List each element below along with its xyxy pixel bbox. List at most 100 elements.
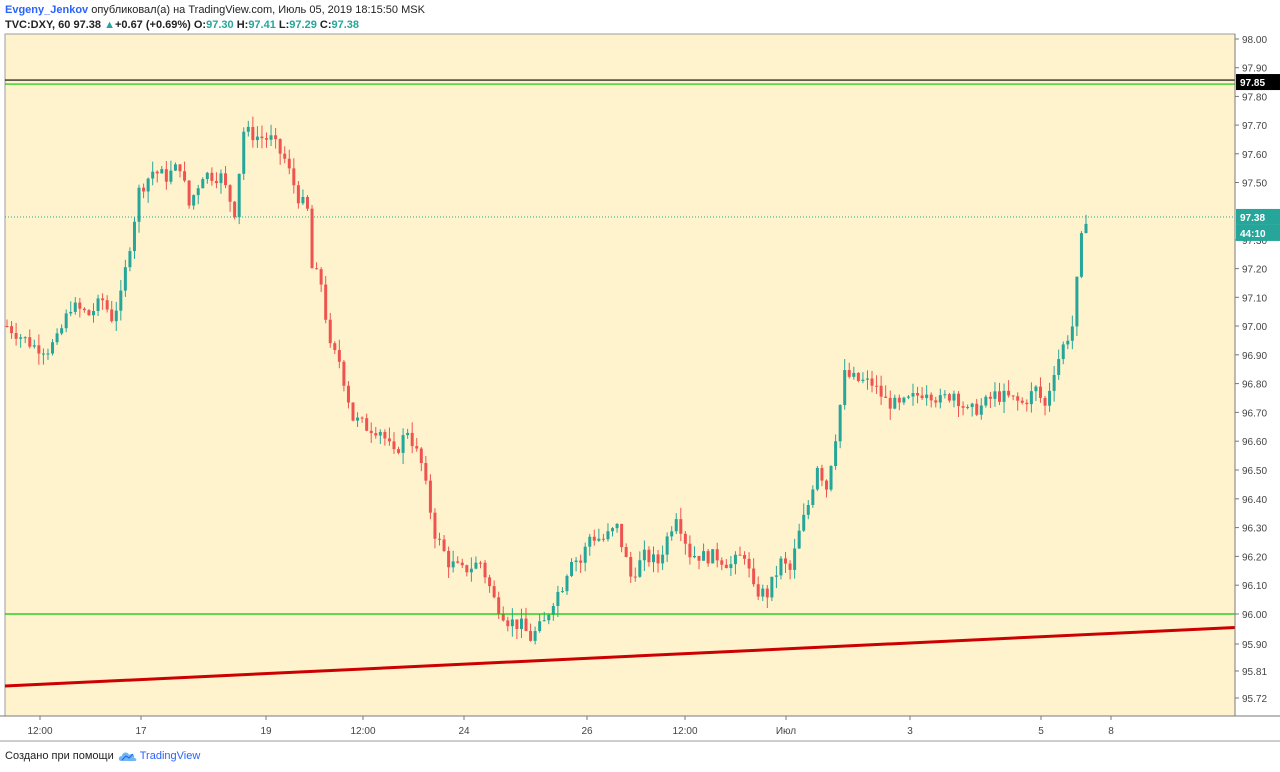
author-link[interactable]: Evgeny_Jenkov — [5, 4, 89, 16]
candle-body — [975, 403, 979, 415]
candle-body — [711, 549, 715, 564]
candle-body — [756, 584, 760, 597]
candle-body — [702, 551, 706, 561]
candle-body — [28, 337, 32, 347]
candle-body — [979, 405, 983, 415]
tradingview-logo[interactable]: TradingView — [118, 750, 200, 762]
candle-body — [328, 319, 332, 344]
candle-body — [724, 564, 728, 569]
candle-body — [460, 562, 464, 566]
candle-body — [861, 379, 865, 381]
candle-body — [433, 512, 437, 539]
candle-body — [114, 310, 118, 322]
price-tick-label: 97.20 — [1242, 265, 1267, 276]
candle-body — [237, 173, 241, 218]
candle-body — [811, 489, 815, 506]
candle-body — [565, 575, 569, 592]
candle-body — [410, 432, 414, 447]
candle-body — [633, 576, 637, 578]
plot-area[interactable] — [4, 33, 1236, 717]
candle-body — [651, 554, 655, 563]
price-tick-label: 96.70 — [1242, 408, 1267, 419]
candle-body — [679, 519, 683, 534]
candle-body — [210, 172, 214, 181]
candle-body — [337, 350, 341, 362]
resistance-price-label-bg — [1236, 74, 1280, 91]
time-axis[interactable]: 12:00 17 19 12:00 24 26 12:00 Июл 3 5 8 — [27, 716, 1114, 737]
candle-body — [897, 397, 901, 403]
candle-body — [733, 554, 737, 565]
candles-layer — [5, 116, 1088, 645]
open-label: O: — [193, 19, 207, 31]
candle-body — [201, 179, 205, 189]
candle-body — [1070, 326, 1074, 341]
candle-body — [706, 551, 710, 564]
candle-body — [993, 391, 997, 399]
candle-body — [906, 396, 910, 398]
candle-body — [19, 337, 23, 339]
high-label: H: — [236, 19, 249, 31]
candle-body — [438, 538, 442, 540]
candle-body — [1034, 386, 1038, 392]
candle-body — [5, 326, 9, 327]
candle-body — [957, 393, 961, 407]
price-tick-label: 98.00 — [1242, 35, 1267, 46]
candle-body — [560, 591, 564, 593]
candle-body — [478, 562, 482, 564]
candle-body — [233, 201, 237, 218]
resistance-price-label: 97.85 — [1240, 78, 1265, 89]
candle-body — [542, 620, 546, 622]
candle-body — [465, 565, 469, 573]
candle-body — [10, 326, 14, 334]
candle-body — [688, 543, 692, 558]
candle-body — [205, 172, 209, 180]
candle-body — [961, 406, 965, 408]
price-tick-label: 96.10 — [1242, 581, 1267, 592]
candle-body — [838, 405, 842, 442]
candle-body — [110, 309, 114, 322]
price-axis[interactable]: 98.00 97.90 97.80 97.70 97.60 97.50 97.30 97.20… — [1235, 35, 1267, 705]
time-tick-label: 24 — [458, 726, 470, 737]
candle-body — [305, 196, 309, 209]
candle-body — [342, 361, 346, 386]
candle-body — [315, 268, 319, 270]
price-tick-label: 95.72 — [1242, 694, 1267, 705]
candle-body — [788, 563, 792, 570]
candle-body — [447, 550, 451, 568]
time-tick-label: 3 — [907, 726, 913, 737]
candle-body — [64, 313, 68, 329]
candle-body — [192, 195, 196, 206]
candle-body — [142, 187, 146, 192]
time-tick-label: 26 — [581, 726, 593, 737]
ohlc-line: TVC:DXY, 60 97.38 ▲+0.67 (+0.69%) O:97.3… — [5, 19, 359, 31]
candle-body — [119, 290, 123, 311]
candle-body — [729, 564, 733, 569]
candle-body — [970, 403, 974, 408]
candle-body — [92, 310, 96, 316]
trendline[interactable] — [4, 626, 1236, 688]
candle-body — [997, 391, 1001, 402]
candle-body — [178, 164, 182, 172]
candle-body — [151, 171, 155, 179]
candle-body — [383, 431, 387, 439]
candle-body — [583, 546, 587, 563]
candle-body — [351, 402, 355, 421]
candle-body — [392, 441, 396, 450]
candle-body — [638, 560, 642, 577]
candle-body — [132, 221, 136, 252]
close-value: 97.38 — [331, 19, 360, 31]
candle-body — [333, 343, 337, 351]
candle-body — [356, 417, 360, 421]
candle-body — [574, 560, 578, 562]
candle-body — [1057, 359, 1061, 375]
candle-body — [802, 514, 806, 531]
candle-body — [105, 300, 109, 310]
candle-body — [888, 397, 892, 409]
candle-body — [214, 180, 218, 184]
candle-body — [137, 187, 141, 222]
candle-body — [164, 169, 168, 182]
time-tick-label: 19 — [260, 726, 272, 737]
low-label: L: — [278, 19, 290, 31]
published-text: опубликовал(а) на TradingView.com, Июль … — [91, 4, 425, 16]
